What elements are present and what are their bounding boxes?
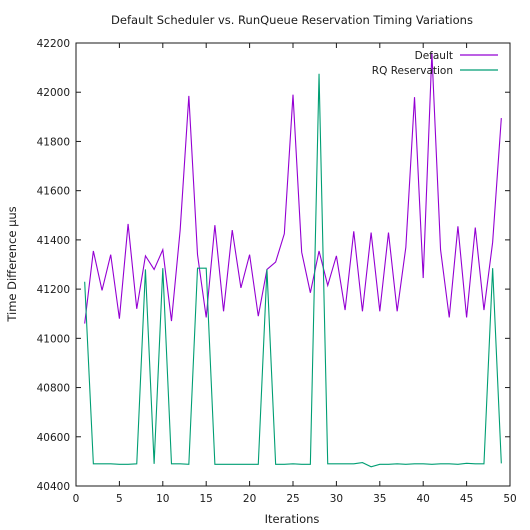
y-tick-label: 41800: [37, 136, 70, 148]
legend-label-1: RQ Reservation: [372, 65, 453, 77]
y-tick-label: 40800: [37, 383, 70, 395]
x-tick-label: 45: [460, 493, 473, 505]
x-tick-label: 40: [417, 493, 430, 505]
x-axis-label: Iterations: [265, 512, 320, 526]
x-tick-label: 30: [330, 493, 343, 505]
y-tick-label: 42000: [37, 87, 70, 99]
x-tick-label: 50: [503, 493, 516, 505]
y-tick-label: 40400: [37, 481, 70, 493]
x-tick-label: 15: [200, 493, 213, 505]
x-tick-label: 5: [116, 493, 123, 505]
y-tick-label: 41000: [37, 333, 70, 345]
x-tick-label: 10: [156, 493, 169, 505]
axis-ticks: 0 5 10 15 20 25 30 35 40 45 50 40400 40600 40800 41000…: [37, 38, 517, 505]
y-axis-label: Time Difference µus: [5, 206, 19, 322]
legend-label-0: Default: [415, 50, 453, 62]
y-tick-label: 41600: [37, 186, 70, 198]
y-tick-label: 42200: [37, 38, 70, 50]
legend: Default RQ Reservation: [372, 50, 498, 77]
y-tick-label: 41400: [37, 235, 70, 247]
x-tick-label: 35: [373, 493, 386, 505]
y-tick-label: 40600: [37, 432, 70, 444]
x-tick-label: 0: [73, 493, 80, 505]
series-line-1: [84, 73, 502, 468]
series-line-0: [84, 52, 502, 324]
y-tick-label: 41200: [37, 284, 70, 296]
chart-title: Default Scheduler vs. RunQueue Reservati…: [111, 13, 473, 27]
x-tick-label: 25: [286, 493, 299, 505]
x-tick-label: 20: [243, 493, 256, 505]
plot-frame: [75, 42, 511, 487]
series-layer: [84, 52, 502, 468]
